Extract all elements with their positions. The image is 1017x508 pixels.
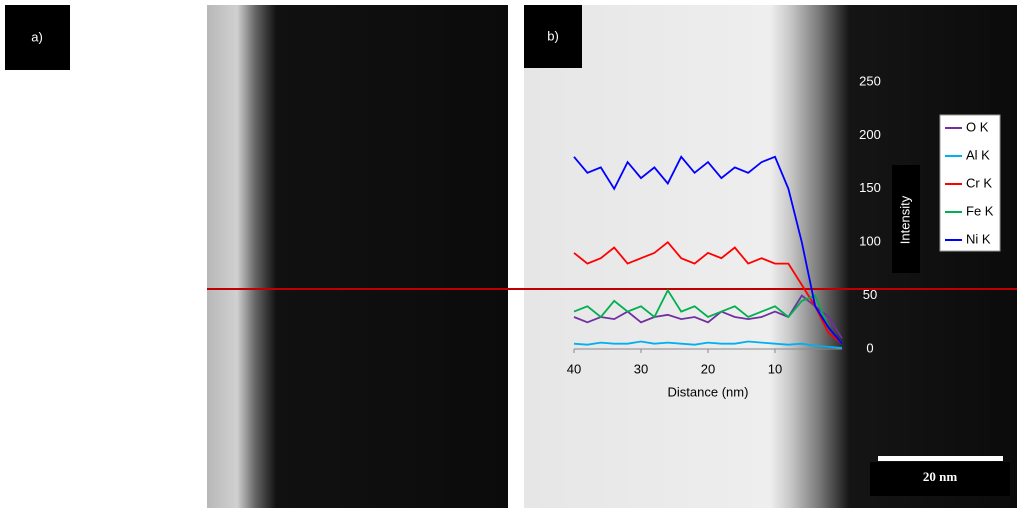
- series-line: [573, 240, 843, 345]
- micrograph-b: [524, 5, 1017, 508]
- panel-label-box: [524, 5, 582, 68]
- series-line: [573, 155, 843, 345]
- series-line: [573, 294, 843, 339]
- y-axis-label: Intensity: [897, 195, 912, 244]
- panel-label: b): [547, 28, 559, 43]
- x-axis-label: Distance (nm): [668, 384, 749, 399]
- y-tick-label: 200: [859, 127, 881, 142]
- scale-bar-label: 20 nm: [923, 469, 957, 484]
- x-tick-label: 30: [634, 361, 648, 376]
- y-tick-label: 50: [863, 287, 877, 302]
- series-line: [573, 288, 843, 345]
- x-tick-label: 20: [701, 361, 715, 376]
- x-tick-label: 40: [567, 361, 581, 376]
- legend-label: Cr K: [966, 175, 992, 190]
- legend-label: Ni K: [966, 231, 991, 246]
- legend-label: Al K: [966, 147, 990, 162]
- series-line: [573, 340, 843, 349]
- y-label-box: [892, 165, 920, 273]
- y-tick-label: 0: [866, 340, 873, 355]
- panel-label-box: [5, 5, 70, 70]
- x-tick-label: 10: [768, 361, 782, 376]
- y-tick-label: 100: [859, 234, 881, 249]
- panel-label: a): [31, 29, 43, 44]
- y-tick-label: 250: [859, 73, 881, 88]
- scale-bar: [878, 456, 1003, 461]
- y-tick-label: 150: [859, 180, 881, 195]
- legend-label: Fe K: [966, 203, 994, 218]
- micrograph-a: [207, 5, 508, 508]
- legend-label: O K: [966, 119, 989, 134]
- scale-bar-box: [870, 462, 1010, 496]
